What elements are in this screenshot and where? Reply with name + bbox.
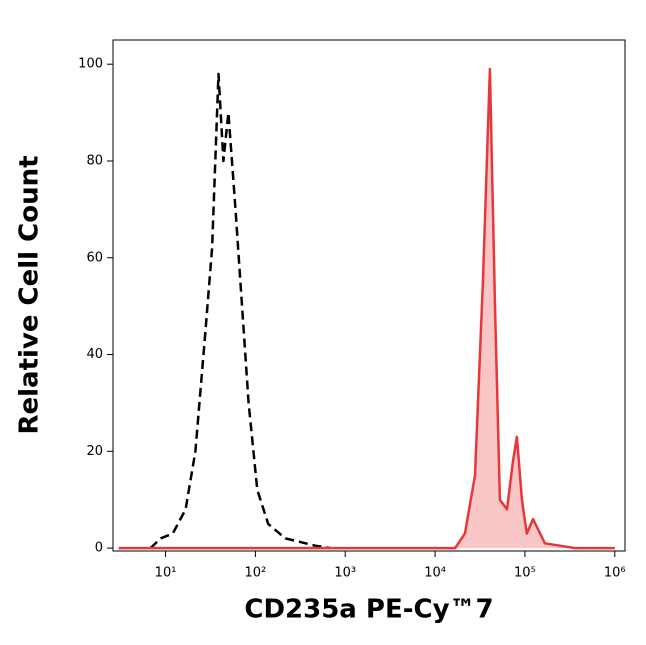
plot-frame	[112, 39, 626, 552]
y-tick-label: 20	[86, 444, 103, 459]
x-tick-label: 10⁵	[514, 566, 536, 581]
y-tick-label: 40	[86, 347, 103, 362]
x-tick-label: 10⁴	[424, 566, 446, 581]
x-axis-title: CD235a PE-Cy™7	[244, 595, 493, 625]
y-tick-label: 80	[86, 153, 103, 168]
x-tick-label: 10²	[245, 566, 267, 581]
y-tick-label: 60	[86, 250, 103, 265]
y-tick-label: 100	[78, 57, 103, 72]
series-line	[149, 72, 331, 550]
x-tick-label: 10⁶	[604, 566, 626, 581]
y-axis-title: Relative Cell Count	[15, 155, 45, 434]
x-tick-label: 10¹	[155, 566, 177, 581]
y-tick-label: 0	[95, 541, 103, 556]
series-line	[118, 67, 615, 550]
area	[118, 69, 615, 549]
x-tick-label: 10³	[334, 566, 356, 581]
